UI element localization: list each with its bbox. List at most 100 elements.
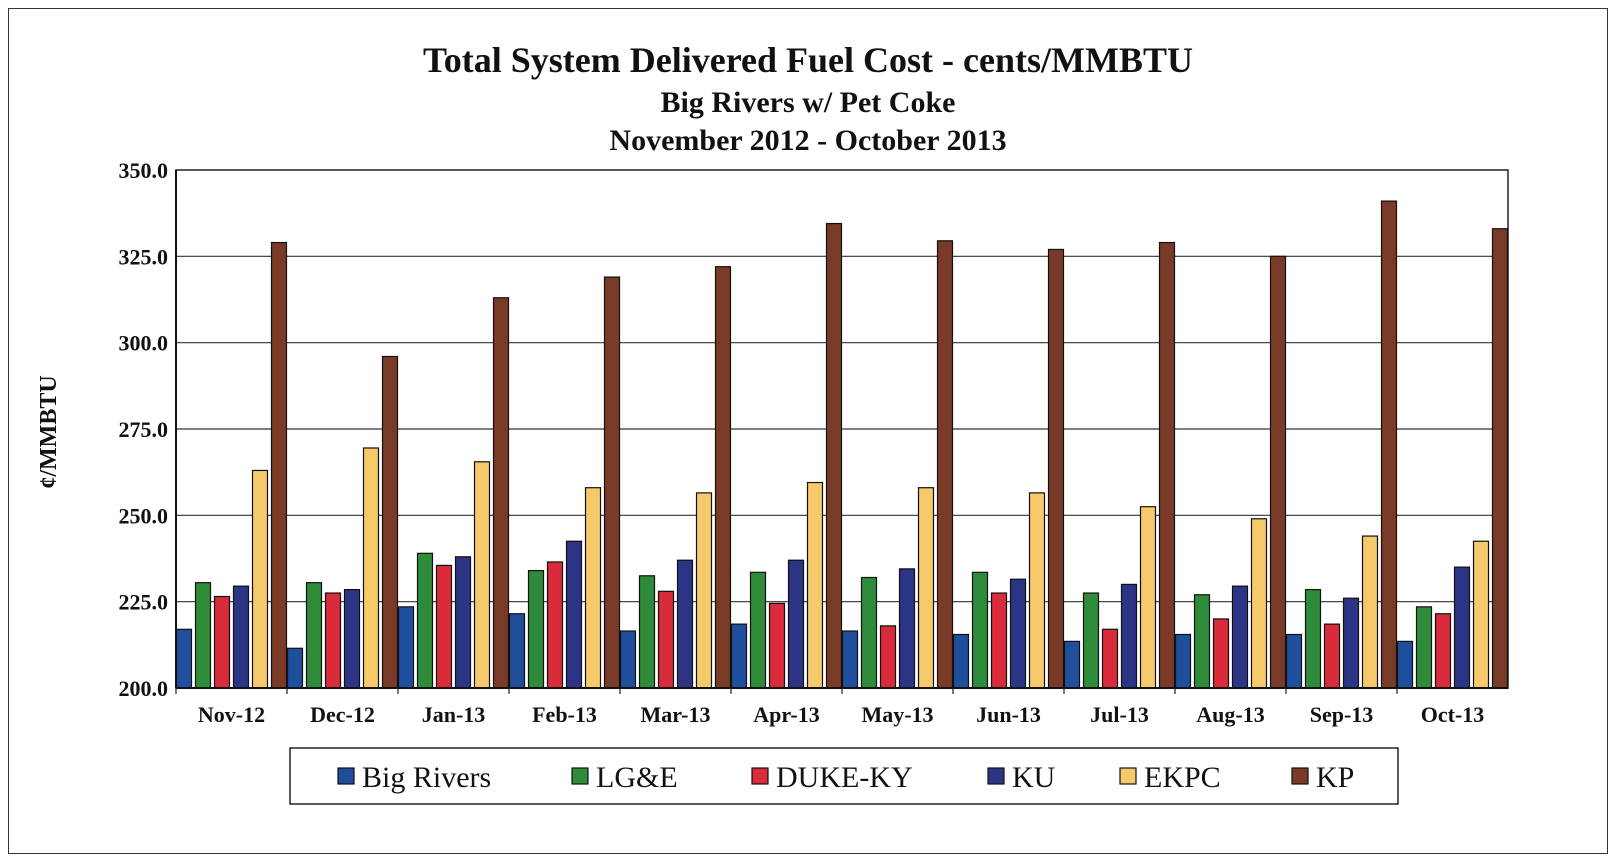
bar-duke-ky-jun-13: DUKE-KY Jun-13: 227.5 xyxy=(990,592,1008,689)
legend-box xyxy=(289,747,1399,805)
bar-kp-oct-13: KP Oct-13: 333 xyxy=(1491,228,1509,689)
bar-kp-dec-12: KP Dec-12: 296 xyxy=(381,355,399,689)
bar-lg-e-mar-13: LG&E Mar-13: 232.5 xyxy=(638,575,656,689)
bar-duke-ky-dec-12: DUKE-KY Dec-12: 227.5 xyxy=(324,592,342,689)
x-tick-label: Apr-13 xyxy=(753,702,819,727)
x-tick-label: Nov-12 xyxy=(198,702,265,727)
chart-date-range: November 2012 - October 2013 xyxy=(609,124,1006,157)
bar-big-rivers-mar-13: Big Rivers Mar-13: 216.5 xyxy=(619,630,637,689)
y-tick-label: 200.0 xyxy=(119,676,169,701)
bar-lg-e-may-13: LG&E May-13: 232 xyxy=(860,576,878,689)
y-tick-label: 225.0 xyxy=(119,590,169,615)
bar-kp-mar-13: KP Mar-13: 322 xyxy=(714,266,732,689)
x-tick-labels: Nov-12 Dec-12 Jan-13 Feb-13 Mar-13 Apr-13 May-… xyxy=(175,688,1485,727)
x-tick-label: Jan-13 xyxy=(422,702,486,727)
bar-big-rivers-oct-13: Big Rivers Oct-13: 213.5 xyxy=(1396,640,1414,689)
bar-lg-e-jul-13: LG&E Jul-13: 227.5 xyxy=(1082,592,1100,689)
bar-big-rivers-may-13: Big Rivers May-13: 216.5 xyxy=(841,630,859,689)
y-tick-labels: 350.0 325.0 300.0 275.0 250.0 225.0 200.0 xyxy=(119,158,169,701)
bar-lg-e-oct-13: LG&E Oct-13: 223.5 xyxy=(1415,606,1433,689)
bar-duke-ky-feb-13: DUKE-KY Feb-13: 236.5 xyxy=(546,561,564,689)
bar-ekpc-dec-12: EKPC Dec-12: 269.5 xyxy=(362,447,380,689)
bar-kp-jun-13: KP Jun-13: 327 xyxy=(1047,248,1065,689)
y-tick-label: 325.0 xyxy=(119,244,169,269)
x-tick-label: Dec-12 xyxy=(310,702,375,727)
x-tick-label: Jul-13 xyxy=(1090,702,1149,727)
bar-duke-ky-apr-13: DUKE-KY Apr-13: 224.5 xyxy=(768,602,786,689)
bar-ekpc-sep-13: EKPC Sep-13: 244 xyxy=(1361,535,1379,689)
bar-kp-feb-13: KP Feb-13: 319 xyxy=(603,276,621,689)
y-tick-label: 250.0 xyxy=(119,503,169,528)
bar-duke-ky-nov-12: DUKE-KY Nov-12: 226.5 xyxy=(213,595,231,689)
bar-lg-e-nov-12: LG&E Nov-12: 230.5 xyxy=(194,582,212,689)
bar-lg-e-sep-13: LG&E Sep-13: 228.5 xyxy=(1304,588,1322,689)
bar-duke-ky-sep-13: DUKE-KY Sep-13: 218.5 xyxy=(1323,623,1341,689)
bar-kp-nov-12: KP Nov-12: 329 xyxy=(270,241,288,689)
bar-big-rivers-aug-13: Big Rivers Aug-13: 215.5 xyxy=(1174,633,1192,689)
y-axis-label: ¢/MMBTU xyxy=(36,375,62,488)
legend-swatch xyxy=(571,767,589,785)
legend-swatch xyxy=(751,767,769,785)
bar-big-rivers-jan-13: Big Rivers Jan-13: 223.5 xyxy=(397,606,415,689)
bar-duke-ky-jan-13: DUKE-KY Jan-13: 235.5 xyxy=(435,564,453,689)
bar-ekpc-aug-13: EKPC Aug-13: 249 xyxy=(1250,518,1268,689)
bar-ku-dec-12: KU Dec-12: 228.5 xyxy=(343,588,361,689)
legend-swatch xyxy=(987,767,1005,785)
bar-kp-may-13: KP May-13: 329.5 xyxy=(936,240,954,689)
bar-ekpc-apr-13: EKPC Apr-13: 259.5 xyxy=(806,481,824,689)
chart-title: Total System Delivered Fuel Cost - cents… xyxy=(423,40,1193,80)
legend-label: EKPC xyxy=(1144,761,1221,794)
chart-subtitle: Big Rivers w/ Pet Coke xyxy=(661,86,956,119)
bar-duke-ky-mar-13: DUKE-KY Mar-13: 228 xyxy=(657,590,675,689)
bar-ku-jun-13: KU Jun-13: 231.5 xyxy=(1009,578,1027,689)
bar-ekpc-feb-13: EKPC Feb-13: 258 xyxy=(584,487,602,689)
bar-duke-ky-may-13: DUKE-KY May-13: 218 xyxy=(879,625,897,689)
legend-label: DUKE-KY xyxy=(776,761,913,794)
y-tick-label: 300.0 xyxy=(119,331,169,356)
legend: Big Rivers LG&E DUKE-KY KU EKPC KP xyxy=(289,747,1399,805)
bar-duke-ky-jul-13: DUKE-KY Jul-13: 217 xyxy=(1101,628,1119,689)
x-tick-label: Aug-13 xyxy=(1196,702,1264,727)
bar-lg-e-feb-13: LG&E Feb-13: 234 xyxy=(527,569,545,689)
bar-ekpc-nov-12: EKPC Nov-12: 263 xyxy=(251,469,269,689)
bar-big-rivers-sep-13: Big Rivers Sep-13: 215.5 xyxy=(1285,633,1303,689)
legend-label: LG&E xyxy=(596,761,678,794)
x-tick-label: Jun-13 xyxy=(976,702,1041,727)
bar-ku-feb-13: KU Feb-13: 242.5 xyxy=(565,540,583,689)
bar-big-rivers-nov-12: Big Rivers Nov-12: 217 xyxy=(175,628,193,689)
bar-ekpc-may-13: EKPC May-13: 258 xyxy=(917,487,935,689)
bar-big-rivers-jun-13: Big Rivers Jun-13: 215.5 xyxy=(952,633,970,689)
bar-lg-e-aug-13: LG&E Aug-13: 227 xyxy=(1193,594,1211,689)
legend-label: KP xyxy=(1316,761,1354,794)
y-tick-label: 350.0 xyxy=(119,158,169,183)
x-tick-label: Feb-13 xyxy=(532,702,597,727)
bar-ku-oct-13: KU Oct-13: 235 xyxy=(1453,566,1471,689)
x-tick-label: Mar-13 xyxy=(640,702,710,727)
bar-ekpc-mar-13: EKPC Mar-13: 256.5 xyxy=(695,492,713,689)
bar-ku-jan-13: KU Jan-13: 238 xyxy=(454,556,472,689)
bar-kp-aug-13: KP Aug-13: 325 xyxy=(1269,255,1287,689)
bar-lg-e-apr-13: LG&E Apr-13: 233.5 xyxy=(749,571,767,689)
bar-duke-ky-oct-13: DUKE-KY Oct-13: 221.5 xyxy=(1434,613,1452,689)
bar-lg-e-jan-13: LG&E Jan-13: 239 xyxy=(416,552,434,689)
bar-kp-apr-13: KP Apr-13: 334.5 xyxy=(825,222,843,689)
legend-swatch xyxy=(1119,767,1137,785)
x-tick-label: Sep-13 xyxy=(1310,702,1374,727)
bar-ku-sep-13: KU Sep-13: 226 xyxy=(1342,597,1360,689)
bars: Big Rivers Nov-12: 217LG&E Nov-12: 230.5… xyxy=(175,200,1509,689)
legend-label: Big Rivers xyxy=(362,761,491,794)
bar-big-rivers-apr-13: Big Rivers Apr-13: 218.5 xyxy=(730,623,748,689)
bar-ku-mar-13: KU Mar-13: 237 xyxy=(676,559,694,689)
bar-duke-ky-aug-13: DUKE-KY Aug-13: 220 xyxy=(1212,618,1230,689)
bar-ku-nov-12: KU Nov-12: 229.5 xyxy=(232,585,250,689)
bar-big-rivers-dec-12: Big Rivers Dec-12: 211.5 xyxy=(286,647,304,689)
bar-kp-jan-13: KP Jan-13: 313 xyxy=(492,297,510,689)
bar-ku-may-13: KU May-13: 234.5 xyxy=(898,568,916,689)
bar-ekpc-jan-13: EKPC Jan-13: 265.5 xyxy=(473,461,491,689)
bar-kp-jul-13: KP Jul-13: 329 xyxy=(1158,241,1176,689)
bar-lg-e-dec-12: LG&E Dec-12: 230.5 xyxy=(305,582,323,689)
bar-ekpc-oct-13: EKPC Oct-13: 242.5 xyxy=(1472,540,1490,689)
x-tick-label: Oct-13 xyxy=(1421,702,1485,727)
bar-ekpc-jul-13: EKPC Jul-13: 252.5 xyxy=(1139,506,1157,689)
bar-big-rivers-jul-13: Big Rivers Jul-13: 213.5 xyxy=(1063,640,1081,689)
